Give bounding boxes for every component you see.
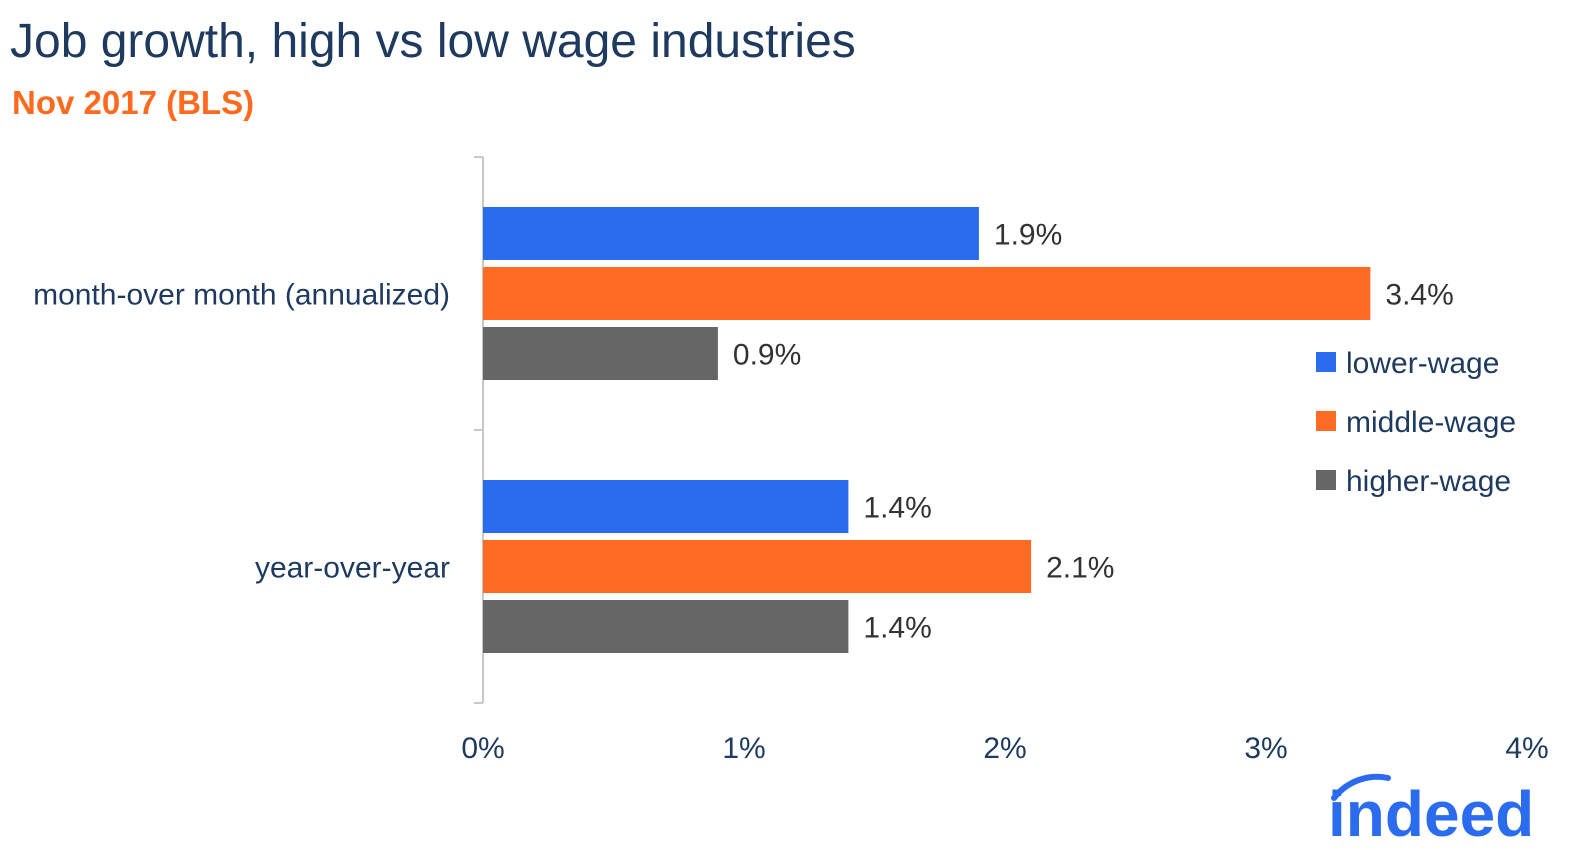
x-tick-label: 0% — [461, 732, 504, 765]
category-label: year-over-year — [255, 552, 450, 585]
indeed-logo: indeed — [1328, 773, 1534, 842]
indeed-logo-text: indeed — [1328, 778, 1534, 842]
data-label: 1.9% — [994, 219, 1062, 252]
bar-middle-wage — [483, 267, 1371, 320]
data-label: 3.4% — [1385, 279, 1453, 312]
x-tick-label: 3% — [1244, 732, 1287, 765]
chart-subtitle: Nov 2017 (BLS) — [12, 84, 255, 121]
legend-swatch-middle-wage — [1316, 411, 1336, 431]
category-label: month-over month (annualized) — [33, 279, 450, 312]
bar-lower-wage — [483, 480, 849, 533]
bar-higher-wage — [483, 600, 849, 653]
legend-swatch-lower-wage — [1316, 352, 1336, 372]
bar-lower-wage — [483, 207, 979, 260]
bar-higher-wage — [483, 327, 718, 380]
data-label: 1.4% — [863, 492, 931, 525]
x-tick-label: 4% — [1505, 732, 1548, 765]
data-label: 2.1% — [1046, 552, 1114, 585]
legend-swatch-higher-wage — [1316, 470, 1336, 490]
chart-title: Job growth, high vs low wage industries — [10, 15, 856, 68]
legend-label-higher-wage: higher-wage — [1346, 465, 1511, 498]
legend-label-middle-wage: middle-wage — [1346, 406, 1516, 439]
x-tick-label: 1% — [722, 732, 765, 765]
bar-middle-wage — [483, 540, 1032, 593]
data-label: 1.4% — [863, 612, 931, 645]
x-tick-label: 2% — [983, 732, 1026, 765]
legend-label-lower-wage: lower-wage — [1346, 347, 1499, 380]
data-label: 0.9% — [733, 339, 801, 372]
